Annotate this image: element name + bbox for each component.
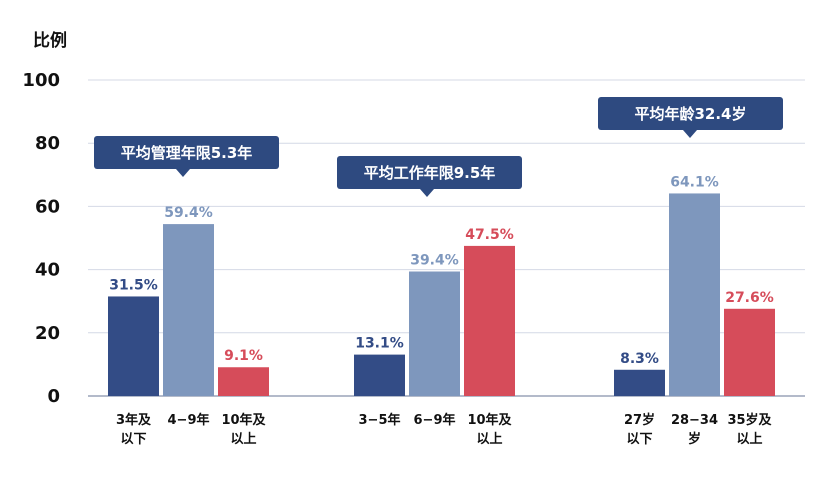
- category-label: 4−9年: [168, 412, 210, 428]
- y-tick-label: 20: [35, 323, 60, 344]
- category-label: 以下: [120, 432, 146, 447]
- category-label: 35岁及: [727, 412, 772, 428]
- bar: [108, 296, 159, 396]
- category-label: 以上: [230, 432, 256, 447]
- callout-pointer: [176, 169, 190, 177]
- data-label: 9.1%: [224, 348, 263, 364]
- bar: [614, 369, 665, 396]
- data-label: 13.1%: [355, 336, 404, 352]
- category-label: 3年及: [116, 412, 152, 428]
- callout-pointer: [420, 189, 434, 197]
- data-label: 31.5%: [109, 277, 158, 293]
- bar: [409, 271, 460, 396]
- data-label: 64.1%: [670, 174, 719, 190]
- data-label: 27.6%: [725, 290, 774, 306]
- y-axis-label: 比例: [33, 31, 67, 51]
- callout-box: [337, 156, 522, 189]
- callout-box: [94, 136, 279, 169]
- bar: [669, 193, 720, 396]
- callout-text: 平均管理年限5.3年: [121, 144, 253, 162]
- category-label: 以上: [476, 432, 502, 447]
- data-label: 8.3%: [620, 351, 659, 367]
- bar: [464, 245, 515, 396]
- data-label: 59.4%: [164, 205, 213, 221]
- bar: [163, 224, 214, 396]
- callout-text: 平均年龄32.4岁: [634, 105, 746, 123]
- y-tick-label: 80: [35, 133, 60, 154]
- category-label: 3−5年: [359, 412, 401, 428]
- bar: [218, 367, 269, 396]
- category-label: 以上: [736, 432, 762, 447]
- y-tick-label: 100: [22, 70, 60, 91]
- data-label: 39.4%: [410, 252, 459, 268]
- callout-pointer: [683, 130, 697, 138]
- y-tick-label: 0: [47, 386, 60, 407]
- category-label: 28−34: [671, 413, 718, 428]
- callout-text: 平均工作年限9.5年: [364, 164, 496, 182]
- bar: [724, 308, 775, 396]
- data-label: 47.5%: [465, 227, 514, 243]
- bar: [354, 354, 405, 396]
- category-label: 10年及: [221, 412, 266, 428]
- y-tick-label: 40: [35, 260, 60, 281]
- category-label: 6−9年: [414, 412, 456, 428]
- y-tick-label: 60: [35, 196, 60, 217]
- category-label: 10年及: [467, 412, 512, 428]
- category-label: 以下: [626, 432, 652, 447]
- callout-box: [598, 97, 783, 130]
- category-label: 27岁: [624, 412, 655, 428]
- category-label: 岁: [688, 431, 701, 447]
